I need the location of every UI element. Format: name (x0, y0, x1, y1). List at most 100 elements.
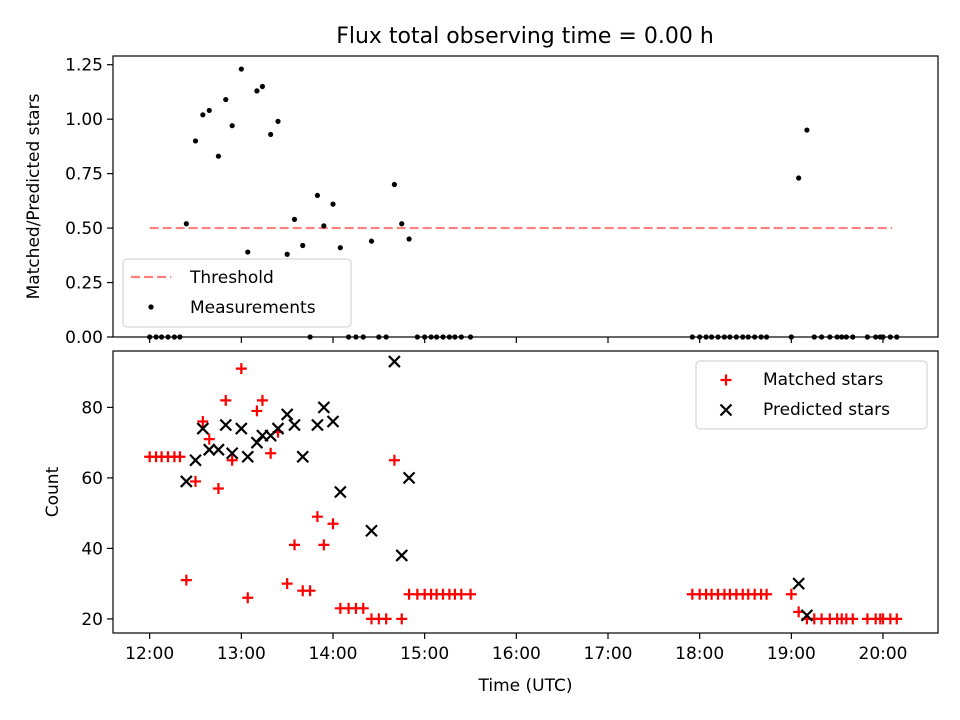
measurement-point (275, 118, 281, 124)
legend-label-predicted: Predicted stars (763, 400, 890, 420)
predicted-star-point (311, 418, 324, 432)
predicted-star-point (317, 401, 331, 414)
axes-frame (112, 55, 939, 338)
y-tick-label: 1.00 (65, 110, 103, 130)
measurement-point (391, 181, 398, 188)
matched-star-point (357, 602, 369, 614)
measurement-point (321, 223, 327, 229)
predicted-star-point (189, 453, 202, 467)
measurement-point (697, 334, 703, 340)
measurement-point (399, 221, 405, 227)
measurement-point (811, 334, 817, 340)
predicted-star-point (296, 450, 310, 464)
measurement-point (894, 334, 900, 340)
measurement-point (708, 334, 715, 340)
predicted-star-point (288, 418, 301, 432)
legend-label-threshold: Threshold (189, 268, 274, 288)
measurement-point (284, 251, 290, 257)
measurement-point (330, 201, 336, 207)
measurement-point (715, 334, 721, 340)
y-tick-label: 0.50 (65, 219, 103, 239)
measurement-point (873, 334, 879, 340)
measurement-point (307, 334, 313, 340)
measurement-point (183, 221, 189, 227)
measurement-point (147, 334, 153, 340)
measurement-point (215, 153, 222, 159)
measurement-point (153, 334, 159, 340)
matched-star-point (256, 394, 268, 406)
bottom-panel: 12:00 13:00 14:00 15:00 16:00 17:00 18:00 19:00… (43, 350, 939, 696)
top-panel: 0.00 0.25 0.50 0.75 1.00 1.25 Matched/Predicte… (24, 55, 939, 348)
measurement-point (383, 334, 389, 340)
measurement-point (721, 334, 728, 340)
measurement-point (446, 334, 453, 340)
measurement-point (834, 334, 840, 340)
measurement-point (727, 334, 733, 340)
x-axis-label: Time (UTC) (478, 676, 573, 696)
x-tick-label: 14:00 (309, 644, 358, 664)
measurement-point (177, 334, 183, 340)
predicted-star-point (334, 485, 347, 499)
measurement-point (158, 334, 165, 340)
measurement-point (428, 334, 434, 340)
x-tick-label: 12:00 (125, 644, 174, 664)
legend-box (695, 360, 928, 430)
predicted-star-point (800, 609, 814, 622)
legend: Matched stars Predicted stars (695, 360, 928, 430)
measurement-point (458, 334, 464, 340)
measurement-point (796, 175, 802, 181)
measurement-point (171, 334, 178, 340)
matched-star-point (891, 613, 903, 625)
matched-star-point (388, 454, 400, 466)
x-tick-label: 15:00 (400, 644, 449, 664)
measurement-point (245, 249, 251, 255)
matched-star-point (720, 374, 732, 386)
matched-star-point (785, 588, 797, 600)
matched-star-point (242, 592, 254, 604)
series-predicted-stars (180, 355, 814, 622)
measurement-point (850, 334, 856, 340)
predicted-star-point (280, 408, 294, 421)
measurement-point (353, 334, 359, 340)
measurement-point (165, 334, 171, 340)
measurement-point (337, 245, 343, 251)
y-tick-label: 40 (81, 539, 103, 559)
axes-frame (112, 350, 939, 634)
measurement-point (804, 127, 810, 133)
x-tick-label: 18:00 (675, 644, 724, 664)
series-measurements (147, 66, 900, 340)
matched-star-point (220, 394, 232, 406)
matched-star-point (235, 363, 247, 375)
matched-star-point (212, 482, 224, 494)
measurement-point (238, 66, 244, 72)
measurement-point (291, 216, 298, 222)
y-axis-label: Matched/Predicted stars (24, 93, 44, 299)
y-tick-label: 0.00 (65, 328, 103, 348)
predicted-star-point (212, 443, 225, 456)
matched-star-point (251, 405, 263, 417)
measurement-point (345, 334, 352, 340)
legend-label-matched: Matched stars (763, 370, 883, 390)
measurement-point (703, 334, 709, 340)
y-tick-label: 0.75 (65, 165, 103, 185)
measurement-point (467, 334, 474, 340)
measurement-point (740, 334, 746, 340)
measurement-point (200, 112, 206, 118)
y-tick-label: 20 (81, 610, 103, 630)
y-tick-label: 60 (81, 469, 103, 489)
measurement-point (229, 123, 235, 129)
predicted-star-point (719, 403, 733, 417)
measurement-point (827, 334, 833, 340)
measurement-point (300, 242, 306, 249)
predicted-star-point (196, 422, 210, 435)
predicted-star-point (235, 422, 248, 435)
matched-star-point (289, 539, 300, 551)
measurement-point (880, 334, 886, 340)
measurement-point (268, 131, 274, 138)
measurement-point (745, 334, 751, 340)
predicted-star-point (402, 471, 416, 485)
x-tick-label: 17:00 (584, 644, 633, 664)
matched-star-point (265, 447, 277, 459)
